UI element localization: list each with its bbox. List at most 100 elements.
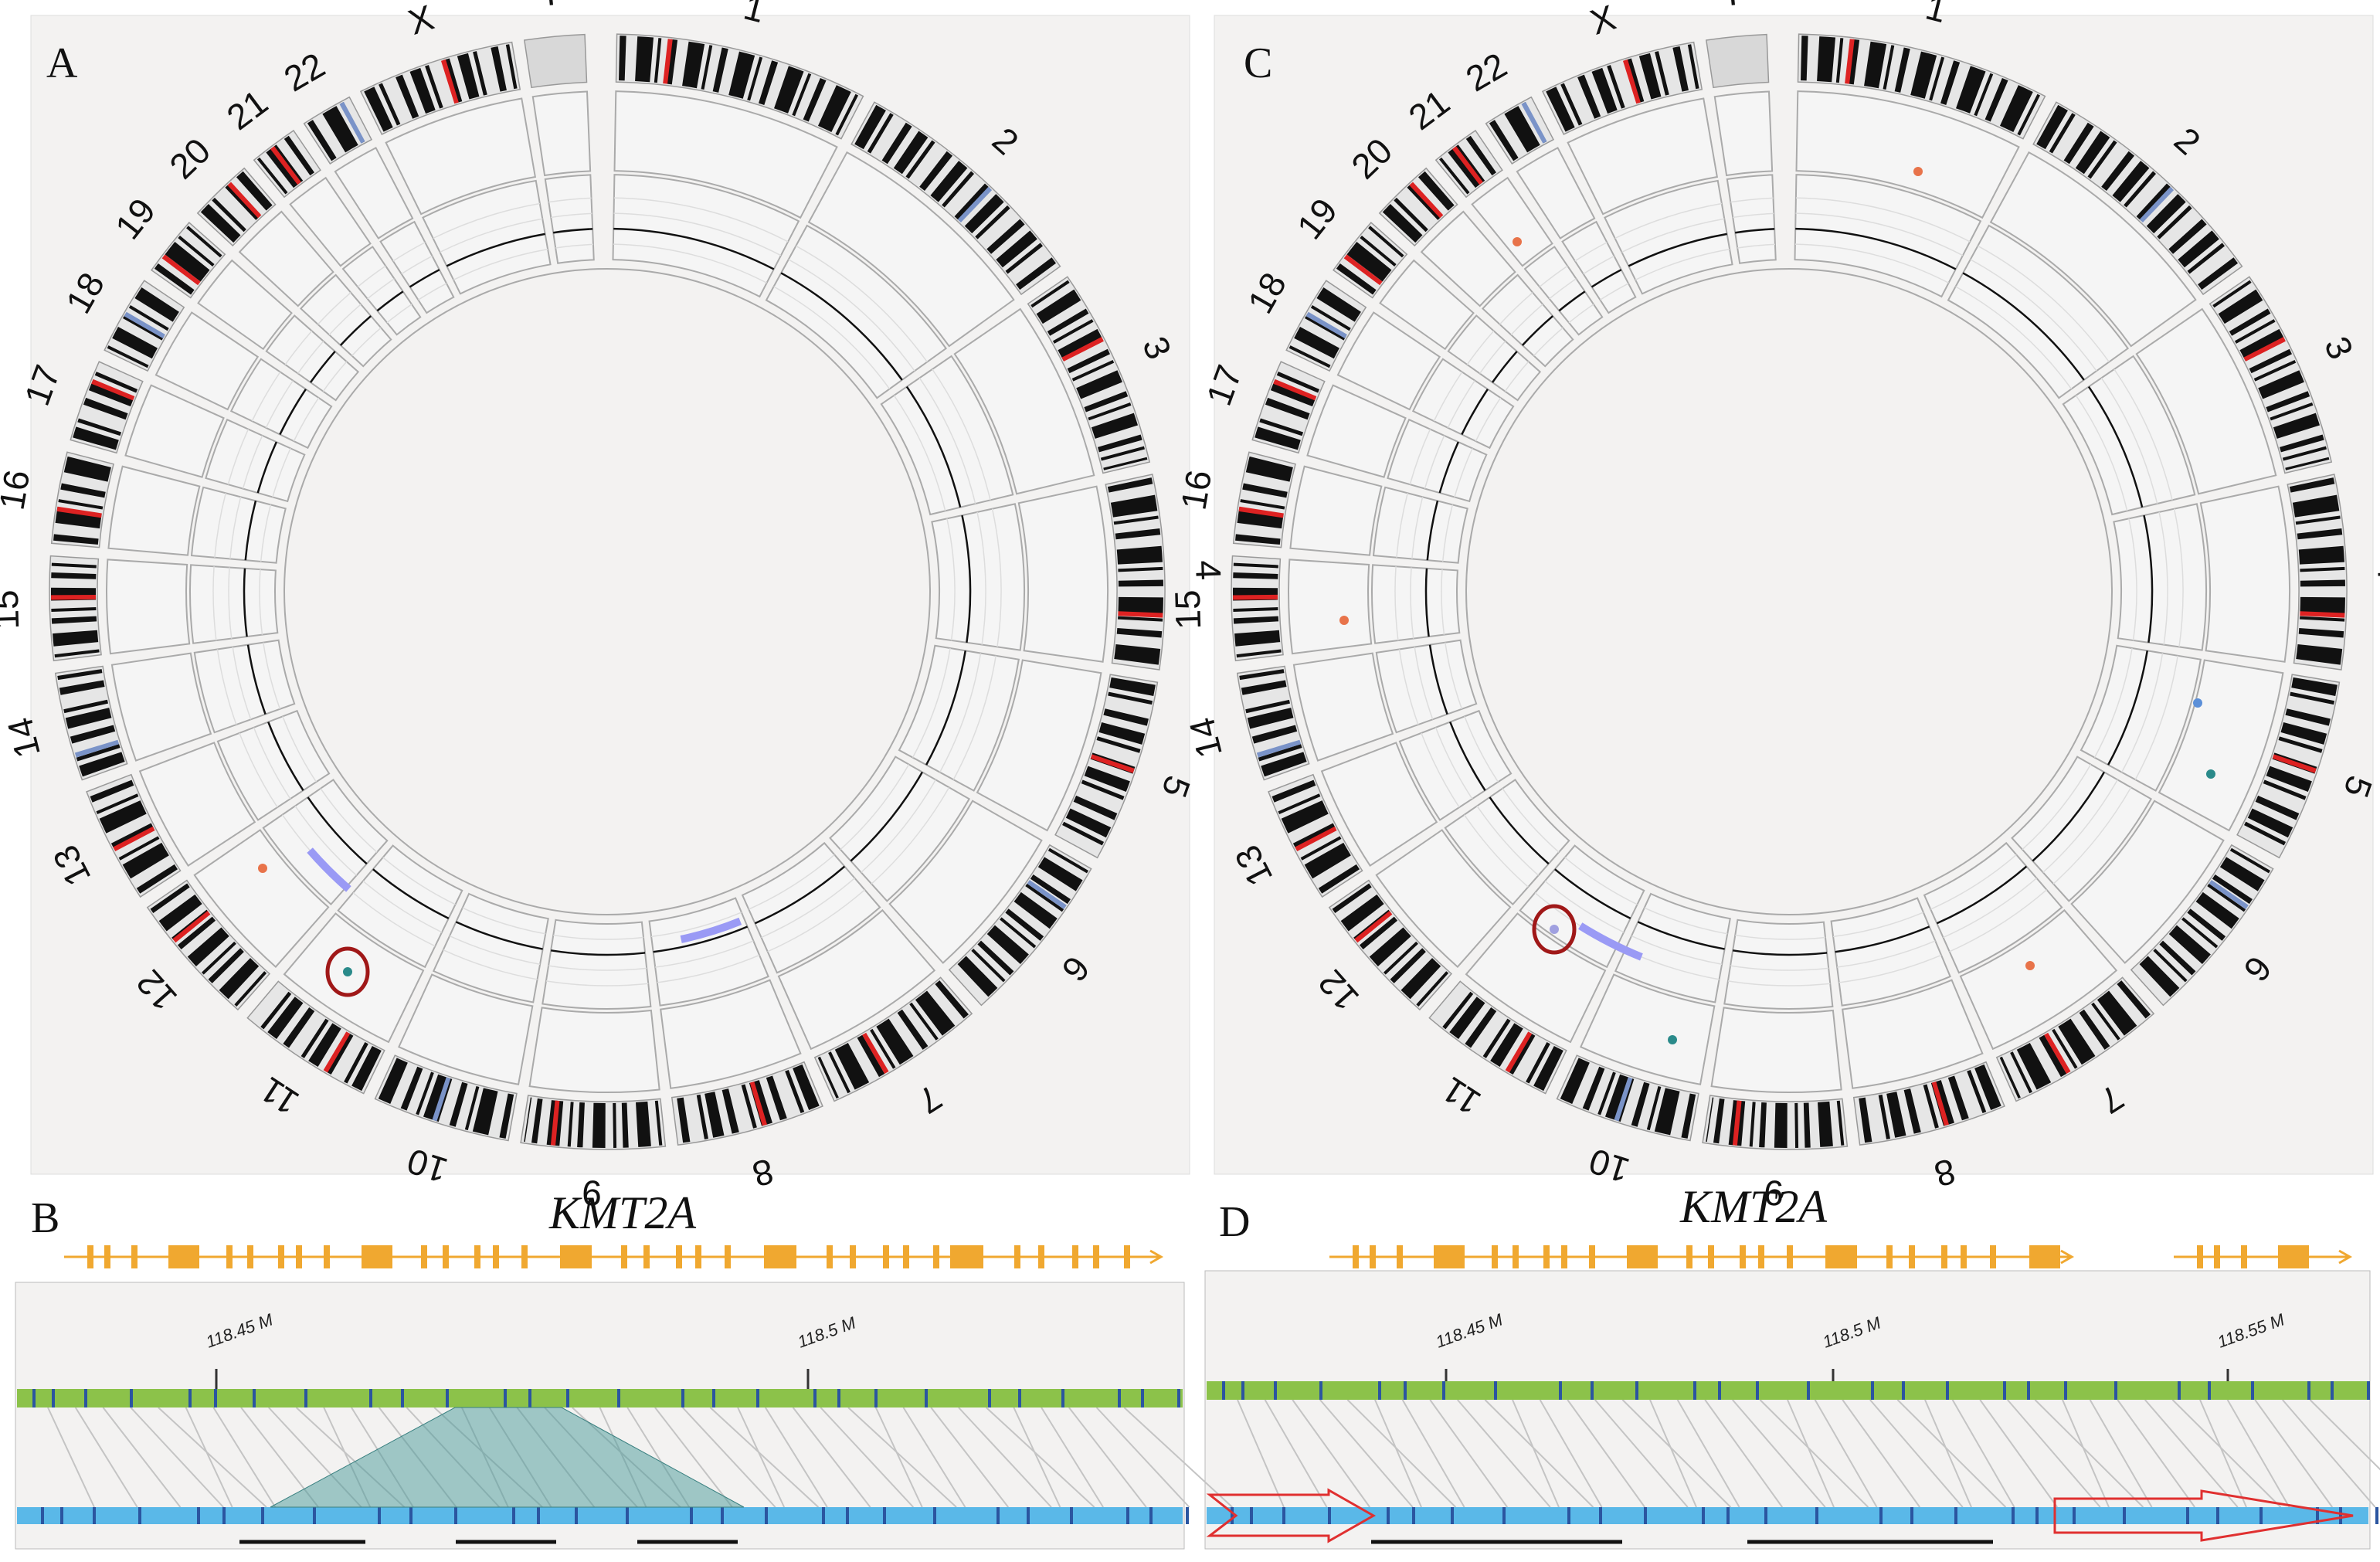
track-outer xyxy=(110,652,212,762)
track-line xyxy=(613,197,789,243)
track-line xyxy=(1637,921,1725,950)
exon xyxy=(1686,1245,1692,1268)
track-line xyxy=(1438,441,1459,494)
exon xyxy=(87,1245,93,1268)
ref-feature xyxy=(712,1389,715,1407)
exon xyxy=(421,1245,427,1268)
ref-feature xyxy=(1902,1381,1905,1400)
track-line xyxy=(1464,716,1499,783)
track-line xyxy=(1735,934,1826,940)
ideogram-mark xyxy=(862,1032,889,1075)
query-feature xyxy=(138,1507,141,1524)
track-line xyxy=(1733,212,1774,219)
ideogram-bands xyxy=(154,226,222,295)
alignment-line xyxy=(1979,1399,2059,1508)
ref-feature xyxy=(1946,1381,1949,1400)
track-line xyxy=(553,228,593,234)
track-outer xyxy=(531,90,592,177)
query-feature xyxy=(1764,1507,1767,1524)
track-line xyxy=(367,278,395,300)
alignment-line xyxy=(2254,1399,2334,1508)
query-feature xyxy=(626,1507,629,1524)
alignment-line xyxy=(902,1407,966,1508)
track-line xyxy=(1970,259,2097,372)
track-outer xyxy=(289,176,372,267)
track-line xyxy=(1730,965,1829,971)
track-inner xyxy=(1794,174,1982,298)
track-line xyxy=(1433,372,1463,422)
track-line xyxy=(1644,907,1728,935)
track-line xyxy=(382,857,456,905)
track-line xyxy=(651,912,742,938)
ref-feature xyxy=(1756,1381,1759,1400)
gene-name: KMT2A xyxy=(548,1187,696,1238)
query-feature xyxy=(1186,1507,1189,1524)
track-outer xyxy=(1959,908,2118,1051)
track-line xyxy=(246,644,267,715)
query-feature xyxy=(537,1507,540,1524)
track-line xyxy=(253,727,291,800)
exon xyxy=(621,1245,627,1268)
query-feature xyxy=(690,1507,693,1524)
ideogram xyxy=(1705,33,1770,89)
track-line xyxy=(1414,647,1434,720)
exon xyxy=(2241,1245,2247,1268)
ideogram-bands xyxy=(150,883,267,1007)
highlight xyxy=(325,946,370,997)
exon xyxy=(1014,1245,1020,1268)
query-feature xyxy=(1702,1507,1705,1524)
exon xyxy=(2029,1245,2060,1268)
query-feature xyxy=(1815,1507,1818,1524)
alignment-line xyxy=(1594,1399,1689,1508)
query-feature xyxy=(1726,1507,1730,1524)
track-line xyxy=(773,286,891,389)
track-inner xyxy=(300,273,392,368)
track-line xyxy=(2052,786,2132,885)
ref-feature xyxy=(2064,1381,2067,1400)
track-line xyxy=(918,377,976,504)
query-feature xyxy=(1126,1507,1129,1524)
track-inner xyxy=(432,892,549,1003)
alignment-line xyxy=(2089,1399,2153,1508)
query-feature xyxy=(2339,1507,2342,1524)
ideogram-mark xyxy=(2139,186,2175,222)
alignment-line xyxy=(185,1407,233,1508)
ideogram-bands xyxy=(2134,847,2271,1003)
track-outer xyxy=(1420,210,1516,307)
ref-feature xyxy=(2003,1381,2006,1400)
track-line xyxy=(1475,397,1502,442)
ref-feature xyxy=(32,1389,36,1407)
ideogram-mark xyxy=(339,101,365,144)
track-line xyxy=(449,935,541,965)
query-feature xyxy=(2123,1507,2126,1524)
track-line xyxy=(991,508,1002,647)
alignment-line xyxy=(1457,1399,1551,1508)
track-line xyxy=(795,245,928,362)
query-feature xyxy=(1231,1507,1234,1524)
track-line xyxy=(242,435,263,489)
ideogram-bands xyxy=(1438,133,1500,195)
track-line xyxy=(1962,272,2085,381)
track-line xyxy=(214,493,226,558)
track-line xyxy=(372,868,450,919)
ref-feature xyxy=(130,1389,133,1407)
exon xyxy=(1038,1245,1044,1268)
alignment-line xyxy=(985,1407,1095,1508)
track-inner xyxy=(1523,246,1604,336)
sv-dot xyxy=(343,967,352,976)
ref-feature xyxy=(756,1389,759,1407)
alignment-line xyxy=(1374,1399,1422,1508)
exon xyxy=(226,1245,233,1268)
query-feature xyxy=(41,1507,44,1524)
ideogram-mark xyxy=(1305,311,1347,338)
track-line xyxy=(1510,304,1543,335)
ideogram-bands xyxy=(51,559,100,658)
panel-label: B xyxy=(31,1194,59,1242)
track-line xyxy=(748,854,835,910)
ideogram-bands xyxy=(1255,365,1322,450)
ref-feature xyxy=(681,1389,684,1407)
track-line xyxy=(339,315,372,346)
query-feature xyxy=(313,1507,316,1524)
exon xyxy=(586,1245,592,1268)
query-feature xyxy=(1599,1507,1602,1524)
